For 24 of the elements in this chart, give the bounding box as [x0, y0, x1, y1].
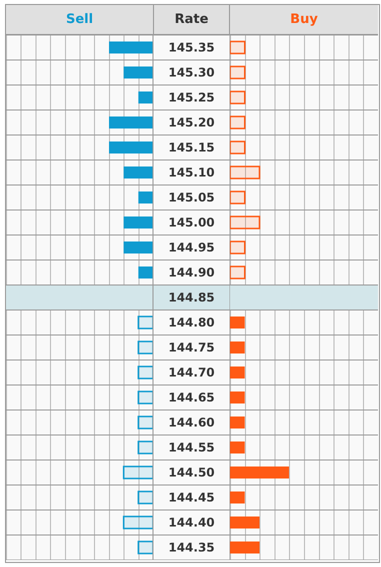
y-tick-label: 144.35 — [168, 540, 215, 554]
y-tick-label: 145.30 — [168, 66, 215, 80]
chart-title: Buy — [230, 5, 378, 34]
y-tick-label: 144.85 — [168, 290, 215, 304]
chart-title: Sell — [64, 11, 94, 29]
y-tick-label: 144.40 — [168, 516, 215, 530]
y-tick-label: 145.20 — [168, 116, 215, 130]
y-tick-label: 145.10 — [168, 166, 215, 180]
y-tick-label: 144.55 — [168, 440, 215, 454]
y-tick-label: 145.00 — [168, 216, 215, 230]
y-tick-label: 144.65 — [168, 390, 215, 404]
y-tick-label: 144.70 — [168, 366, 215, 380]
y-tick-label: 144.75 — [168, 340, 215, 354]
y-tick-label: 144.80 — [168, 316, 215, 330]
y-tick-label: 145.15 — [168, 140, 215, 154]
y-tick-label: 145.05 — [168, 190, 215, 204]
y-tick-label: 144.95 — [168, 240, 215, 254]
y-tick-label: 144.60 — [168, 416, 215, 430]
y-tick-label: 144.90 — [168, 266, 215, 280]
y-tick-label: 144.50 — [168, 466, 215, 480]
y-tick-label: 145.25 — [168, 90, 215, 104]
y-axis-title: Rate — [153, 5, 230, 34]
y-tick-label: 145.35 — [168, 40, 215, 54]
y-tick-label: 144.45 — [168, 490, 215, 504]
